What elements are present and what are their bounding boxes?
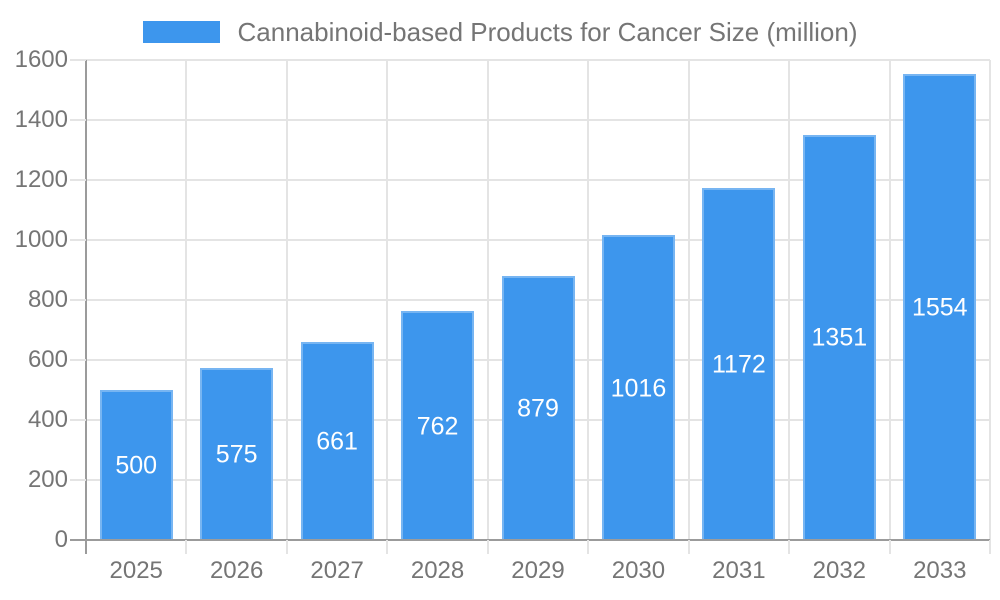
bar-value-label: 1172 bbox=[711, 350, 766, 379]
bar-2027[interactable]: 661 bbox=[300, 341, 374, 540]
y-tick-mark bbox=[70, 179, 86, 181]
x-gridline bbox=[989, 60, 991, 540]
y-gridline bbox=[86, 239, 990, 241]
legend[interactable]: Cannabinoid-based Products for Cancer Si… bbox=[0, 18, 1000, 46]
bar-value-label: 575 bbox=[215, 440, 258, 469]
bar-value-label: 1351 bbox=[811, 323, 868, 352]
x-tick-mark bbox=[687, 540, 690, 554]
y-tick-label: 1200 bbox=[14, 166, 68, 193]
bar-2025[interactable]: 500 bbox=[99, 390, 173, 540]
y-tick-mark bbox=[70, 239, 86, 241]
bar-value-label: 1554 bbox=[911, 293, 968, 322]
bar-2033[interactable]: 1554 bbox=[903, 73, 977, 540]
legend-swatch-icon bbox=[142, 21, 220, 43]
y-gridline bbox=[86, 59, 990, 61]
bar-value-label: 661 bbox=[316, 427, 358, 456]
x-tick-mark bbox=[185, 540, 188, 554]
x-gridline bbox=[185, 60, 188, 540]
x-tick-mark bbox=[386, 540, 389, 554]
bar-2028[interactable]: 762 bbox=[401, 311, 475, 540]
y-tick-mark bbox=[70, 299, 86, 301]
x-gridline bbox=[386, 60, 389, 540]
y-tick-mark bbox=[70, 479, 86, 481]
x-tick-mark bbox=[587, 540, 590, 554]
x-tick-label: 2028 bbox=[410, 557, 465, 584]
x-gridline bbox=[285, 60, 288, 540]
y-tick-mark bbox=[70, 419, 86, 421]
y-tick-label: 400 bbox=[27, 406, 68, 433]
plot-area: 500 575 661 762 879 1016 1172 1351 1554 bbox=[86, 59, 991, 540]
y-tick-mark bbox=[70, 119, 86, 121]
x-gridline bbox=[788, 60, 791, 540]
y-tick-label: 200 bbox=[27, 466, 68, 493]
bar-value-label: 879 bbox=[517, 394, 559, 423]
bar-2026[interactable]: 575 bbox=[200, 367, 274, 540]
y-gridline bbox=[86, 119, 990, 121]
x-tick-label: 2032 bbox=[812, 557, 867, 584]
x-tick-label: 2026 bbox=[209, 557, 264, 584]
x-tick-label: 2033 bbox=[913, 557, 967, 584]
x-gridline bbox=[687, 60, 690, 540]
bar-2031[interactable]: 1172 bbox=[702, 188, 776, 540]
y-tick-label: 1400 bbox=[14, 106, 68, 133]
x-axis-line bbox=[70, 539, 990, 541]
x-tick-mark bbox=[888, 540, 891, 554]
bar-2032[interactable]: 1351 bbox=[802, 134, 876, 540]
x-tick-label: 2027 bbox=[310, 557, 364, 584]
bar-value-label: 500 bbox=[115, 451, 158, 480]
y-tick-label: 600 bbox=[27, 346, 68, 373]
y-tick-label: 1000 bbox=[14, 226, 68, 253]
y-tick-mark bbox=[70, 59, 86, 61]
x-tick-label: 2030 bbox=[611, 557, 666, 584]
bar-2029[interactable]: 879 bbox=[501, 276, 575, 540]
bar-value-label: 762 bbox=[416, 412, 459, 441]
x-tick-mark bbox=[285, 540, 288, 554]
x-tick-label: 2025 bbox=[109, 557, 163, 584]
x-tick-mark bbox=[989, 540, 991, 554]
x-gridline bbox=[587, 60, 590, 540]
y-tick-label: 1600 bbox=[14, 46, 68, 73]
legend-label: Cannabinoid-based Products for Cancer Si… bbox=[237, 17, 858, 47]
x-gridline bbox=[888, 60, 891, 540]
y-gridline bbox=[86, 179, 990, 181]
y-tick-label: 800 bbox=[27, 286, 68, 313]
y-axis-line bbox=[85, 60, 87, 554]
x-gridline bbox=[486, 60, 489, 540]
bar-value-label: 1016 bbox=[610, 374, 667, 403]
y-tick-label: 0 bbox=[54, 526, 68, 553]
x-tick-mark bbox=[788, 540, 791, 554]
bar-2030[interactable]: 1016 bbox=[601, 235, 675, 540]
x-tick-mark bbox=[85, 540, 87, 554]
x-tick-label: 2029 bbox=[511, 557, 565, 584]
y-tick-mark bbox=[70, 359, 86, 361]
x-tick-mark bbox=[486, 540, 489, 554]
y-tick-mark bbox=[70, 539, 86, 541]
x-tick-label: 2031 bbox=[712, 557, 766, 584]
